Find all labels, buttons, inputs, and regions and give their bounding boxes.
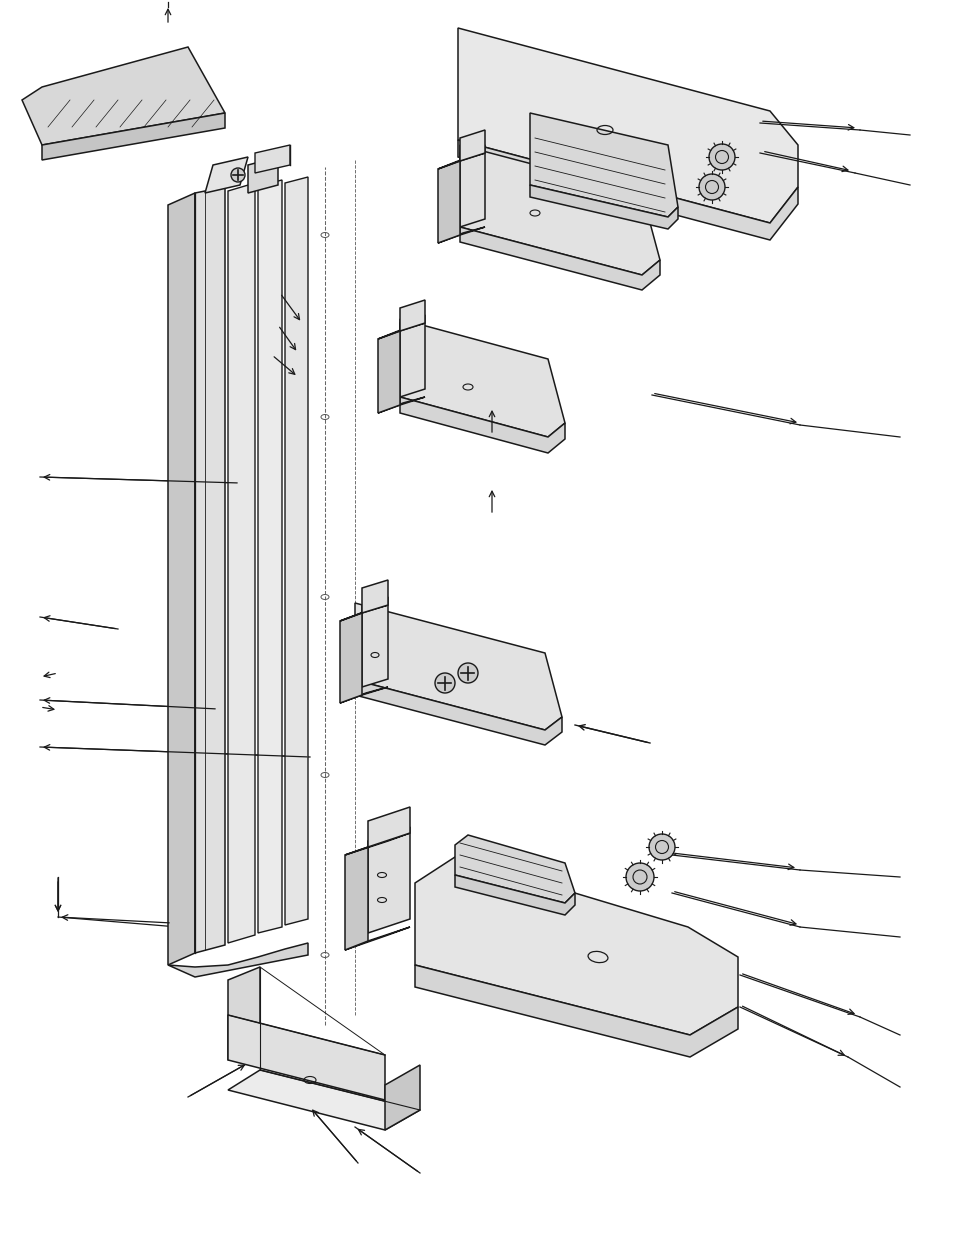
Polygon shape	[459, 227, 659, 290]
Polygon shape	[345, 832, 410, 855]
Polygon shape	[377, 396, 424, 412]
Polygon shape	[168, 944, 308, 977]
Polygon shape	[459, 144, 659, 275]
Polygon shape	[22, 47, 225, 144]
Circle shape	[633, 869, 646, 884]
Circle shape	[435, 673, 455, 693]
Polygon shape	[437, 227, 484, 243]
Polygon shape	[205, 157, 248, 193]
Polygon shape	[254, 144, 290, 173]
Polygon shape	[455, 835, 575, 903]
Polygon shape	[459, 130, 484, 161]
Polygon shape	[368, 827, 410, 932]
Polygon shape	[42, 112, 225, 161]
Polygon shape	[457, 140, 797, 240]
Circle shape	[715, 151, 728, 163]
Polygon shape	[257, 180, 282, 932]
Circle shape	[699, 174, 724, 200]
Polygon shape	[530, 185, 678, 228]
Polygon shape	[248, 157, 277, 193]
Polygon shape	[361, 580, 388, 613]
Polygon shape	[355, 603, 561, 730]
Polygon shape	[399, 300, 424, 331]
Polygon shape	[339, 687, 388, 703]
Polygon shape	[368, 806, 410, 847]
Polygon shape	[228, 967, 260, 1060]
Polygon shape	[361, 597, 388, 687]
Polygon shape	[339, 605, 388, 621]
Polygon shape	[437, 161, 459, 243]
Circle shape	[648, 834, 675, 860]
Polygon shape	[459, 144, 484, 227]
Polygon shape	[377, 324, 424, 338]
Polygon shape	[385, 1065, 419, 1130]
Polygon shape	[228, 1015, 385, 1100]
Circle shape	[457, 663, 477, 683]
Polygon shape	[399, 315, 424, 396]
Polygon shape	[437, 153, 484, 169]
Polygon shape	[228, 1070, 419, 1130]
Circle shape	[705, 180, 718, 194]
Polygon shape	[530, 112, 678, 217]
Polygon shape	[345, 847, 368, 950]
Polygon shape	[168, 193, 194, 965]
Polygon shape	[415, 965, 738, 1057]
Circle shape	[231, 168, 245, 182]
Polygon shape	[377, 331, 399, 412]
Polygon shape	[457, 28, 797, 224]
Circle shape	[655, 841, 668, 853]
Polygon shape	[228, 183, 254, 944]
Polygon shape	[415, 857, 738, 1035]
Circle shape	[625, 863, 654, 890]
Polygon shape	[285, 177, 308, 925]
Circle shape	[708, 144, 734, 170]
Polygon shape	[339, 613, 361, 703]
Polygon shape	[355, 680, 561, 745]
Polygon shape	[399, 319, 564, 437]
Polygon shape	[194, 186, 225, 953]
Polygon shape	[345, 927, 410, 950]
Polygon shape	[399, 396, 564, 453]
Polygon shape	[455, 876, 575, 915]
